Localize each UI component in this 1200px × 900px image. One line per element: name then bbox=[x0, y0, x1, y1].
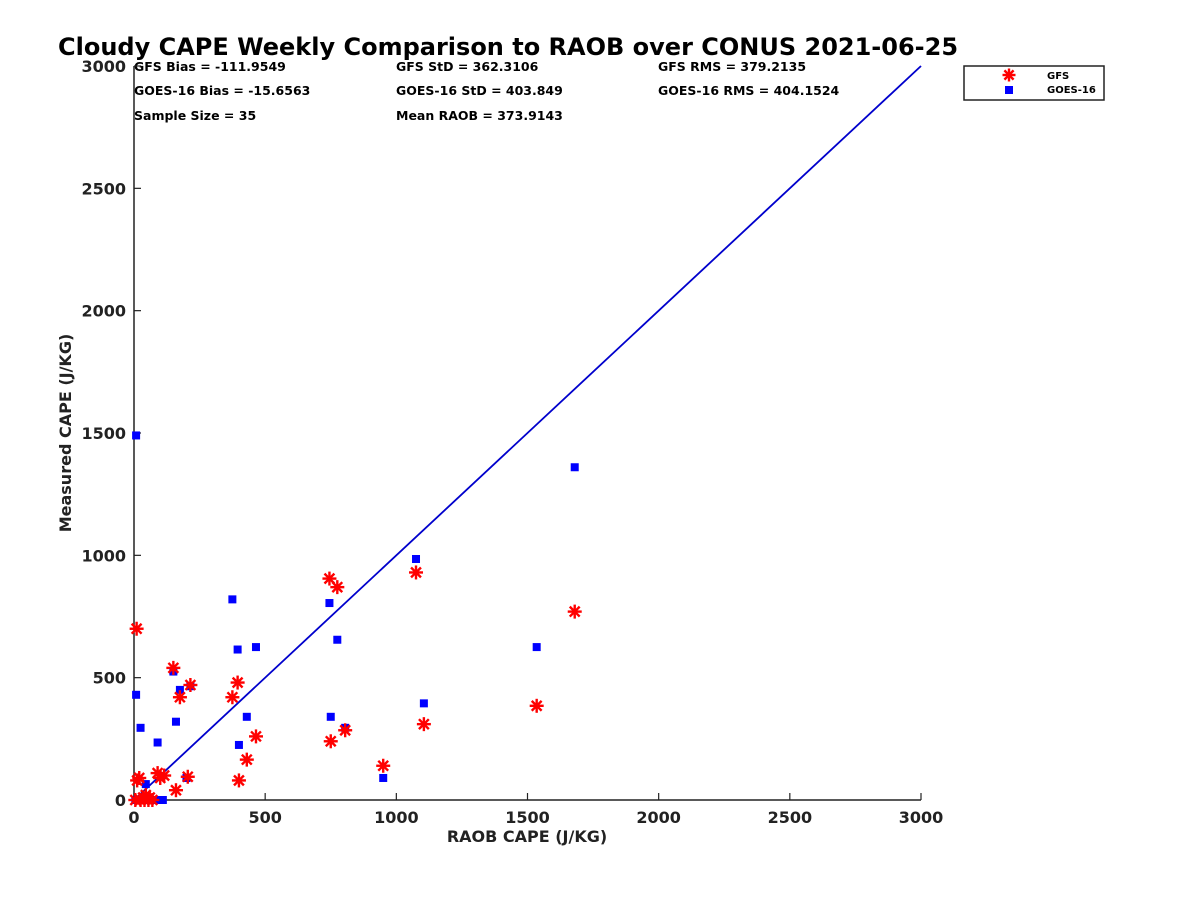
goes16-point bbox=[132, 690, 141, 699]
goes16-point bbox=[141, 780, 150, 789]
y-ticks: 0 500 1000 1500 2000 2500 3000 bbox=[81, 57, 141, 810]
goes16-point bbox=[234, 740, 243, 749]
x-tick-label: 2500 bbox=[768, 808, 813, 827]
gfs-point bbox=[338, 723, 353, 738]
goes16-point bbox=[153, 738, 162, 747]
y-tick-label: 2000 bbox=[81, 302, 126, 321]
goes16-point bbox=[325, 599, 334, 608]
statistics-block: GFS Bias = -111.9549 GFS StD = 362.3106 … bbox=[134, 59, 840, 123]
gfs-point bbox=[180, 769, 195, 784]
chart-title: Cloudy CAPE Weekly Comparison to RAOB ov… bbox=[58, 33, 958, 61]
x-tick-label: 1000 bbox=[374, 808, 419, 827]
gfs-point bbox=[168, 783, 183, 798]
goes16-point bbox=[570, 463, 579, 472]
gfs-point bbox=[416, 717, 431, 732]
goes16-point bbox=[251, 643, 260, 652]
x-tick-label: 3000 bbox=[899, 808, 944, 827]
y-tick-label: 500 bbox=[93, 669, 126, 688]
x-tick-label: 500 bbox=[248, 808, 281, 827]
gfs-point bbox=[145, 793, 160, 807]
gfs-point bbox=[172, 690, 187, 705]
goes16-point bbox=[532, 643, 541, 652]
gfs-point bbox=[129, 621, 144, 636]
goes16-point bbox=[412, 555, 421, 564]
y-tick-label: 2500 bbox=[81, 179, 126, 198]
gfs-point bbox=[230, 675, 245, 690]
stat-goes16-std: GOES-16 StD = 403.849 bbox=[396, 83, 563, 98]
y-tick-label: 1500 bbox=[81, 424, 126, 443]
legend-box bbox=[963, 65, 1105, 101]
gfs-point bbox=[239, 752, 254, 767]
goes16-point bbox=[132, 431, 141, 440]
legend: GFS GOES-16 bbox=[963, 65, 1105, 101]
gfs-point bbox=[225, 690, 240, 705]
goes16-point bbox=[233, 645, 242, 654]
stat-goes16-bias: GOES-16 Bias = -15.6563 bbox=[134, 83, 310, 98]
y-tick-label: 0 bbox=[115, 791, 126, 810]
legend-goes16-marker bbox=[1005, 86, 1013, 94]
goes16-point bbox=[228, 595, 237, 604]
x-tick-label: 0 bbox=[128, 808, 139, 827]
gfs-point bbox=[409, 565, 424, 580]
x-tick-label: 1500 bbox=[505, 808, 550, 827]
series-layer bbox=[128, 431, 582, 807]
x-tick-label: 2000 bbox=[636, 808, 681, 827]
goes16-point bbox=[158, 796, 167, 804]
gfs-point bbox=[330, 580, 345, 595]
goes16-point bbox=[333, 635, 342, 644]
gfs-point bbox=[166, 660, 181, 675]
legend-goes16-label: GOES-16 bbox=[1047, 85, 1096, 96]
stat-gfs-bias: GFS Bias = -111.9549 bbox=[134, 59, 286, 74]
goes16-point bbox=[136, 723, 145, 732]
stat-gfs-rms: GFS RMS = 379.2135 bbox=[658, 59, 806, 74]
stat-mean-raob: Mean RAOB = 373.9143 bbox=[396, 108, 563, 123]
stat-goes16-rms: GOES-16 RMS = 404.1524 bbox=[658, 83, 840, 98]
gfs-point bbox=[157, 768, 172, 783]
x-ticks: 0 500 1000 1500 2000 2500 3000 bbox=[128, 793, 943, 827]
goes16-point bbox=[242, 712, 251, 721]
gfs-point bbox=[231, 773, 246, 788]
gfs-point bbox=[323, 734, 338, 749]
legend-gfs-marker bbox=[1002, 68, 1016, 82]
stat-sample-size: Sample Size = 35 bbox=[134, 108, 256, 123]
goes16-point bbox=[171, 717, 180, 726]
goes16-point bbox=[419, 699, 428, 708]
gfs-point bbox=[567, 604, 582, 619]
y-tick-label: 3000 bbox=[81, 57, 126, 76]
gfs-point bbox=[376, 758, 391, 773]
goes16-point bbox=[326, 712, 335, 721]
stat-gfs-std: GFS StD = 362.3106 bbox=[396, 59, 539, 74]
x-axis-label: RAOB CAPE (J/KG) bbox=[447, 827, 607, 846]
y-axis-label: Measured CAPE (J/KG) bbox=[56, 334, 75, 533]
y-tick-label: 1000 bbox=[81, 546, 126, 565]
one-to-one-reference-line bbox=[133, 65, 922, 801]
legend-gfs-label: GFS bbox=[1047, 71, 1069, 82]
gfs-point bbox=[248, 729, 263, 744]
goes16-point bbox=[175, 685, 184, 694]
gfs-point bbox=[529, 698, 544, 713]
gfs-point bbox=[132, 770, 147, 785]
gfs-point bbox=[183, 678, 198, 693]
goes16-point bbox=[379, 773, 388, 782]
